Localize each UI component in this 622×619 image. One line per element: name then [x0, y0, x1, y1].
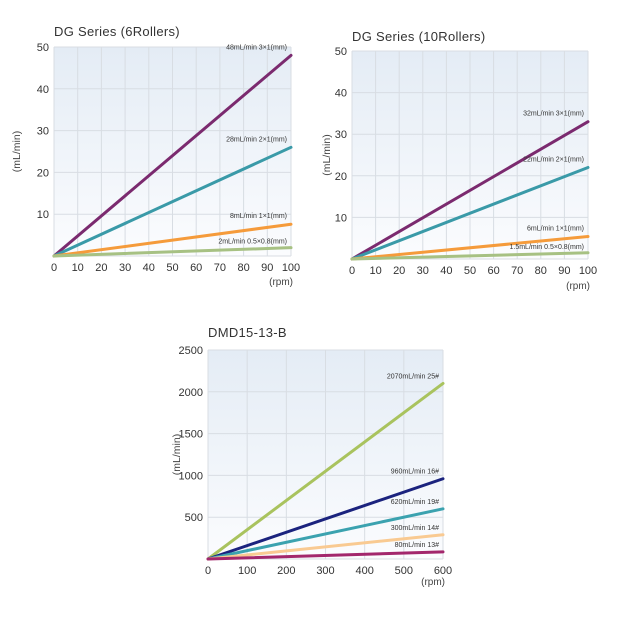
x-tick-label: 30 [119, 262, 131, 274]
x-tick-label: 100 [282, 262, 300, 274]
y-tick-label: 1500 [179, 429, 203, 441]
series-label: 620mL/min 19# [391, 499, 439, 506]
x-tick-label: 500 [395, 565, 413, 577]
chart-dg-10-rollers: 0 10 20 30 40 50 60 70 80 90 100 10 20 30 40 50 DG Serie… [321, 29, 597, 292]
y-tick-label: 20 [335, 171, 347, 183]
series-label: 300mL/min 14# [391, 525, 439, 532]
x-tick-label: 0 [349, 265, 355, 277]
y-tick-label: 50 [335, 46, 347, 58]
x-tick-label: 70 [214, 262, 226, 274]
y-tick-label: 2000 [179, 387, 203, 399]
series-label: 80mL/min 13# [395, 542, 439, 549]
x-tick-label: 50 [464, 265, 476, 277]
series-line [52, 145, 293, 258]
x-tick-label: 60 [487, 265, 499, 277]
series-label: 8mL/min 1×1(mm) [230, 213, 287, 220]
series-label: 6mL/min 1×1(mm) [527, 226, 584, 233]
y-tick-label: 20 [37, 167, 49, 179]
x-axis-label: (rpm) [269, 277, 293, 288]
y-tick-label: 10 [37, 209, 49, 221]
x-tick-label: 80 [535, 265, 547, 277]
x-tick-label: 20 [95, 262, 107, 274]
x-tick-label: 200 [277, 565, 295, 577]
series-line [206, 477, 445, 561]
x-tick-label: 40 [143, 262, 155, 274]
series-line [206, 381, 445, 561]
y-tick-label: 40 [37, 84, 49, 96]
x-tick-label: 0 [205, 565, 211, 577]
x-tick-label: 40 [440, 265, 452, 277]
x-tick-label: 80 [237, 262, 249, 274]
x-tick-label: 0 [51, 262, 57, 274]
series-line [206, 550, 445, 561]
series-line [206, 507, 445, 561]
series-label: 32mL/min 3×1(mm) [523, 111, 584, 118]
y-tick-label: 1000 [179, 470, 203, 482]
y-axis-label: (mL/min) [11, 131, 23, 172]
series-label: 1.5mL/min 0.5×0.8(mm) [510, 244, 585, 251]
series-label: 2070mL/min 25# [387, 373, 439, 380]
x-tick-label: 70 [511, 265, 523, 277]
series-label: 2mL/min 0.5×0.8(mm) [218, 239, 287, 246]
y-tick-label: 30 [335, 129, 347, 141]
y-tick-label: 500 [185, 512, 203, 524]
x-tick-label: 400 [355, 565, 373, 577]
x-tick-label: 90 [261, 262, 273, 274]
x-tick-label: 100 [579, 265, 597, 277]
x-tick-label: 60 [190, 262, 202, 274]
y-tick-label: 30 [37, 126, 49, 138]
chart-dg-6-rollers: 0 10 20 30 40 50 60 70 80 90 100 10 20 30 40 50 DG Serie… [11, 24, 300, 288]
series-label: 48mL/min 3×1(mm) [226, 44, 287, 51]
chart-dmd15-13-b: 0 100 200 300 400 500 600 500 1000 1500 2000 2500 DM… [171, 325, 452, 588]
series-line [350, 120, 590, 261]
x-tick-label: 90 [558, 265, 570, 277]
series-line [350, 251, 590, 261]
series-label: 960mL/min 16# [391, 469, 439, 476]
series-line [52, 246, 293, 258]
x-tick-label: 50 [166, 262, 178, 274]
chart-title: DG Series (10Rollers) [352, 29, 485, 44]
x-tick-label: 10 [369, 265, 381, 277]
chart-title: DMD15-13-B [208, 325, 287, 340]
x-tick-label: 100 [238, 565, 256, 577]
series-line [52, 53, 293, 258]
y-tick-label: 10 [335, 212, 347, 224]
x-tick-label: 30 [417, 265, 429, 277]
x-tick-label: 600 [434, 565, 452, 577]
chart-title: DG Series (6Rollers) [54, 24, 180, 39]
series-line [350, 165, 590, 261]
x-axis-label: (rpm) [421, 577, 445, 588]
series-label: 22mL/min 2×1(mm) [523, 156, 584, 163]
series-line [52, 222, 293, 258]
x-tick-label: 20 [393, 265, 405, 277]
y-tick-label: 40 [335, 88, 347, 100]
x-tick-label: 300 [316, 565, 334, 577]
y-tick-label: 2500 [179, 345, 203, 357]
y-tick-label: 50 [37, 42, 49, 54]
x-tick-label: 10 [72, 262, 84, 274]
y-axis-label: (mL/min) [321, 134, 333, 175]
series-label: 28mL/min 2×1(mm) [226, 136, 287, 143]
series-line [350, 235, 590, 261]
series-line [206, 533, 445, 561]
x-axis-label: (rpm) [566, 281, 590, 292]
y-axis-label: (mL/min) [171, 434, 183, 475]
